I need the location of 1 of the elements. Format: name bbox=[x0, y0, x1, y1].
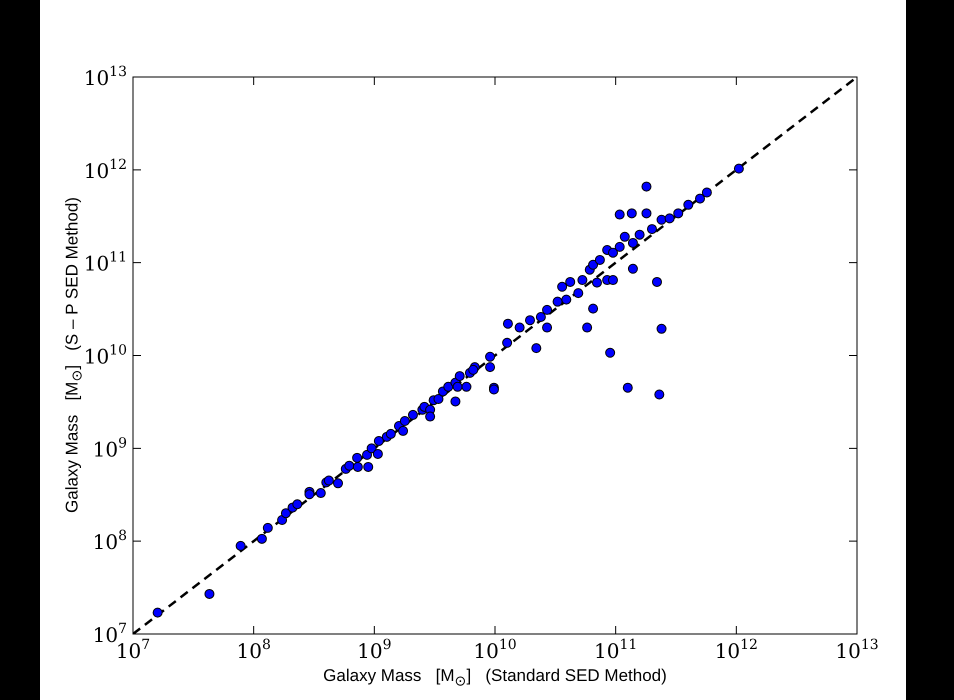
x-axis-title: Galaxy Mass [M$_{⊙}$] (Standard SED Method) bbox=[322, 666, 668, 690]
